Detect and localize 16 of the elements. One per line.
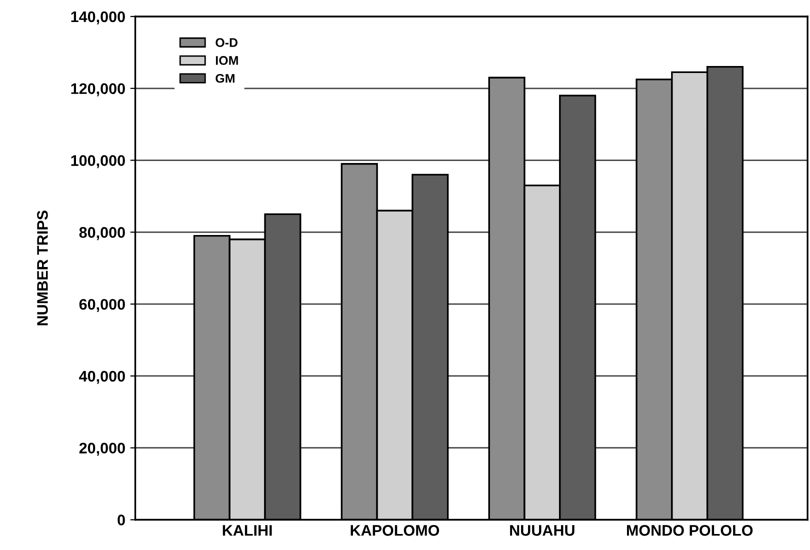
- y-tick-label: 0: [118, 514, 125, 526]
- y-tick-label: 60,000: [79, 298, 125, 312]
- legend-label: GM: [216, 74, 234, 83]
- legend-label: IOM: [216, 56, 238, 65]
- x-tick-label: KALIHI: [222, 525, 272, 536]
- y-tick-label: 140,000: [71, 11, 125, 24]
- y-tick-label: 20,000: [79, 442, 125, 456]
- x-tick-label: KAPOLOMO: [350, 525, 440, 536]
- y-tick-label: 80,000: [79, 227, 125, 240]
- y-tick-label: 40,000: [79, 370, 125, 384]
- y-axis-title: NUMBER TRIPS: [37, 210, 48, 326]
- x-tick-label: MONDO POLOLO: [626, 525, 753, 536]
- x-tick-label: NUUAHU: [510, 525, 574, 536]
- y-tick-label: 120,000: [71, 83, 125, 96]
- legend-label: O-D: [216, 38, 238, 47]
- y-tick-label: 100,000: [71, 155, 125, 168]
